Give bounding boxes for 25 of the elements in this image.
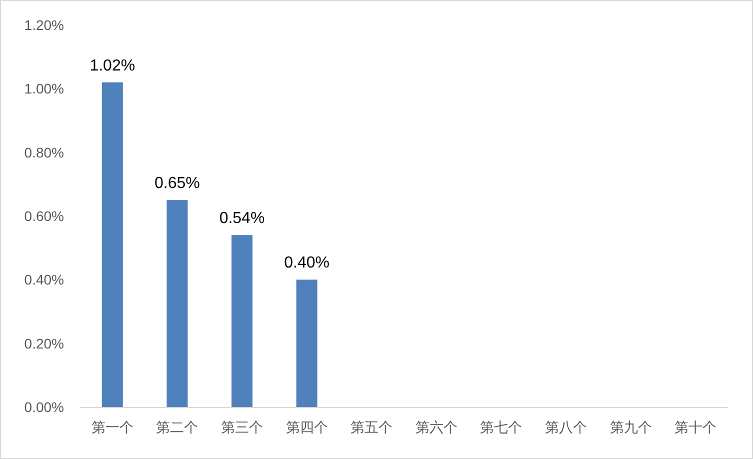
data-label: 0.65%: [154, 175, 200, 192]
bar: [166, 200, 188, 407]
y-tick-label: 0.00%: [24, 399, 64, 415]
x-tick-label: 第十个: [674, 419, 717, 435]
x-tick-label: 第七个: [480, 419, 522, 435]
bar: [296, 280, 318, 407]
x-tick-label: 第三个: [221, 419, 263, 435]
x-tick-label: 第八个: [545, 419, 587, 435]
data-label: 0.54%: [219, 210, 265, 228]
y-tick-label: 1.20%: [24, 17, 64, 33]
data-label: 1.02%: [90, 57, 136, 74]
x-tick-label: 第九个: [610, 419, 652, 435]
x-tick-label: 第二个: [156, 419, 198, 435]
y-tick-label: 0.80%: [24, 144, 64, 160]
y-tick-label: 0.40%: [24, 272, 64, 288]
x-tick-label: 第四个: [286, 419, 328, 435]
bar: [102, 82, 123, 407]
x-tick-label: 第六个: [415, 419, 458, 435]
x-tick-label: 第一个: [91, 419, 134, 435]
data-label: 0.40%: [284, 254, 330, 272]
bar: [232, 235, 252, 407]
y-tick-label: 0.60%: [24, 208, 64, 224]
x-tick-label: 第五个: [350, 419, 393, 435]
y-tick-label: 0.20%: [24, 335, 64, 352]
y-tick-label: 1.00%: [24, 80, 64, 97]
